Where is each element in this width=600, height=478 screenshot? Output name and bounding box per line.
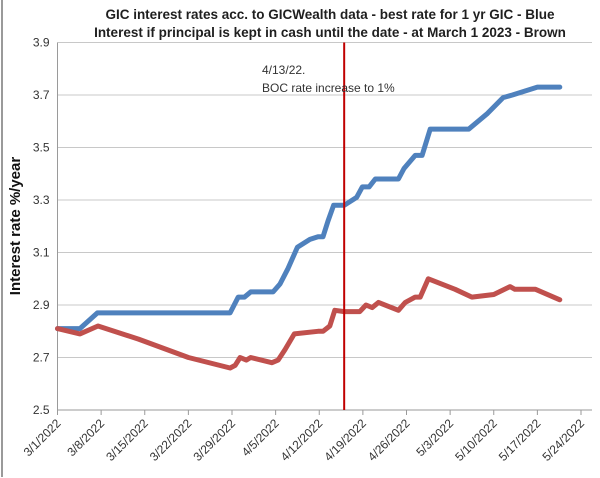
annotation-date: 4/13/22. <box>262 63 305 77</box>
x-tick-label: 4/26/2022 <box>365 416 413 464</box>
annotation-text: BOC rate increase to 1% <box>262 81 395 95</box>
y-tick-label: 3.9 <box>33 36 50 50</box>
y-axis-label: Interest rate %/year <box>7 157 24 296</box>
y-tick-label: 3.7 <box>33 88 50 102</box>
y-tick-label: 3.5 <box>33 141 50 155</box>
series-line-gic-rate <box>55 84 563 332</box>
y-tick-label: 2.5 <box>33 403 50 417</box>
y-tick-label: 3.3 <box>33 193 50 207</box>
x-tick-label: 3/29/2022 <box>190 416 238 464</box>
x-tick-label: 4/12/2022 <box>278 416 326 464</box>
y-tick-label: 2.7 <box>33 351 50 365</box>
x-tick-label: 5/3/2022 <box>413 416 456 459</box>
x-tick-label: 3/1/2022 <box>21 416 64 459</box>
x-tick-label: 4/5/2022 <box>239 416 282 459</box>
chart-title-line-1: GIC interest rates acc. to GICWealth dat… <box>105 7 555 22</box>
y-tick-label: 3.1 <box>33 246 50 260</box>
x-tick-label: 3/8/2022 <box>64 416 107 459</box>
x-tick-label: 4/19/2022 <box>321 416 369 464</box>
x-tick-label: 3/15/2022 <box>103 416 151 464</box>
x-tick-label: 5/24/2022 <box>539 416 587 464</box>
y-tick-label: 2.9 <box>33 298 50 312</box>
series-line-cash-interest <box>55 276 563 371</box>
chart-title-line-2: Interest if principal is kept in cash un… <box>94 25 566 40</box>
x-tick-label: 5/10/2022 <box>452 416 500 464</box>
x-tick-label: 5/17/2022 <box>496 416 544 464</box>
x-tick-label: 3/22/2022 <box>147 416 195 464</box>
